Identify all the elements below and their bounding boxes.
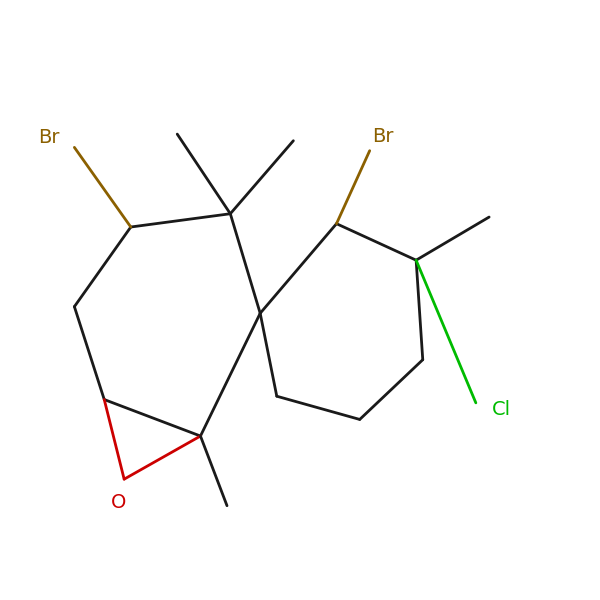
Text: Br: Br (38, 128, 60, 147)
Text: Br: Br (372, 127, 394, 146)
Text: O: O (111, 493, 127, 512)
Text: Cl: Cl (491, 400, 511, 419)
